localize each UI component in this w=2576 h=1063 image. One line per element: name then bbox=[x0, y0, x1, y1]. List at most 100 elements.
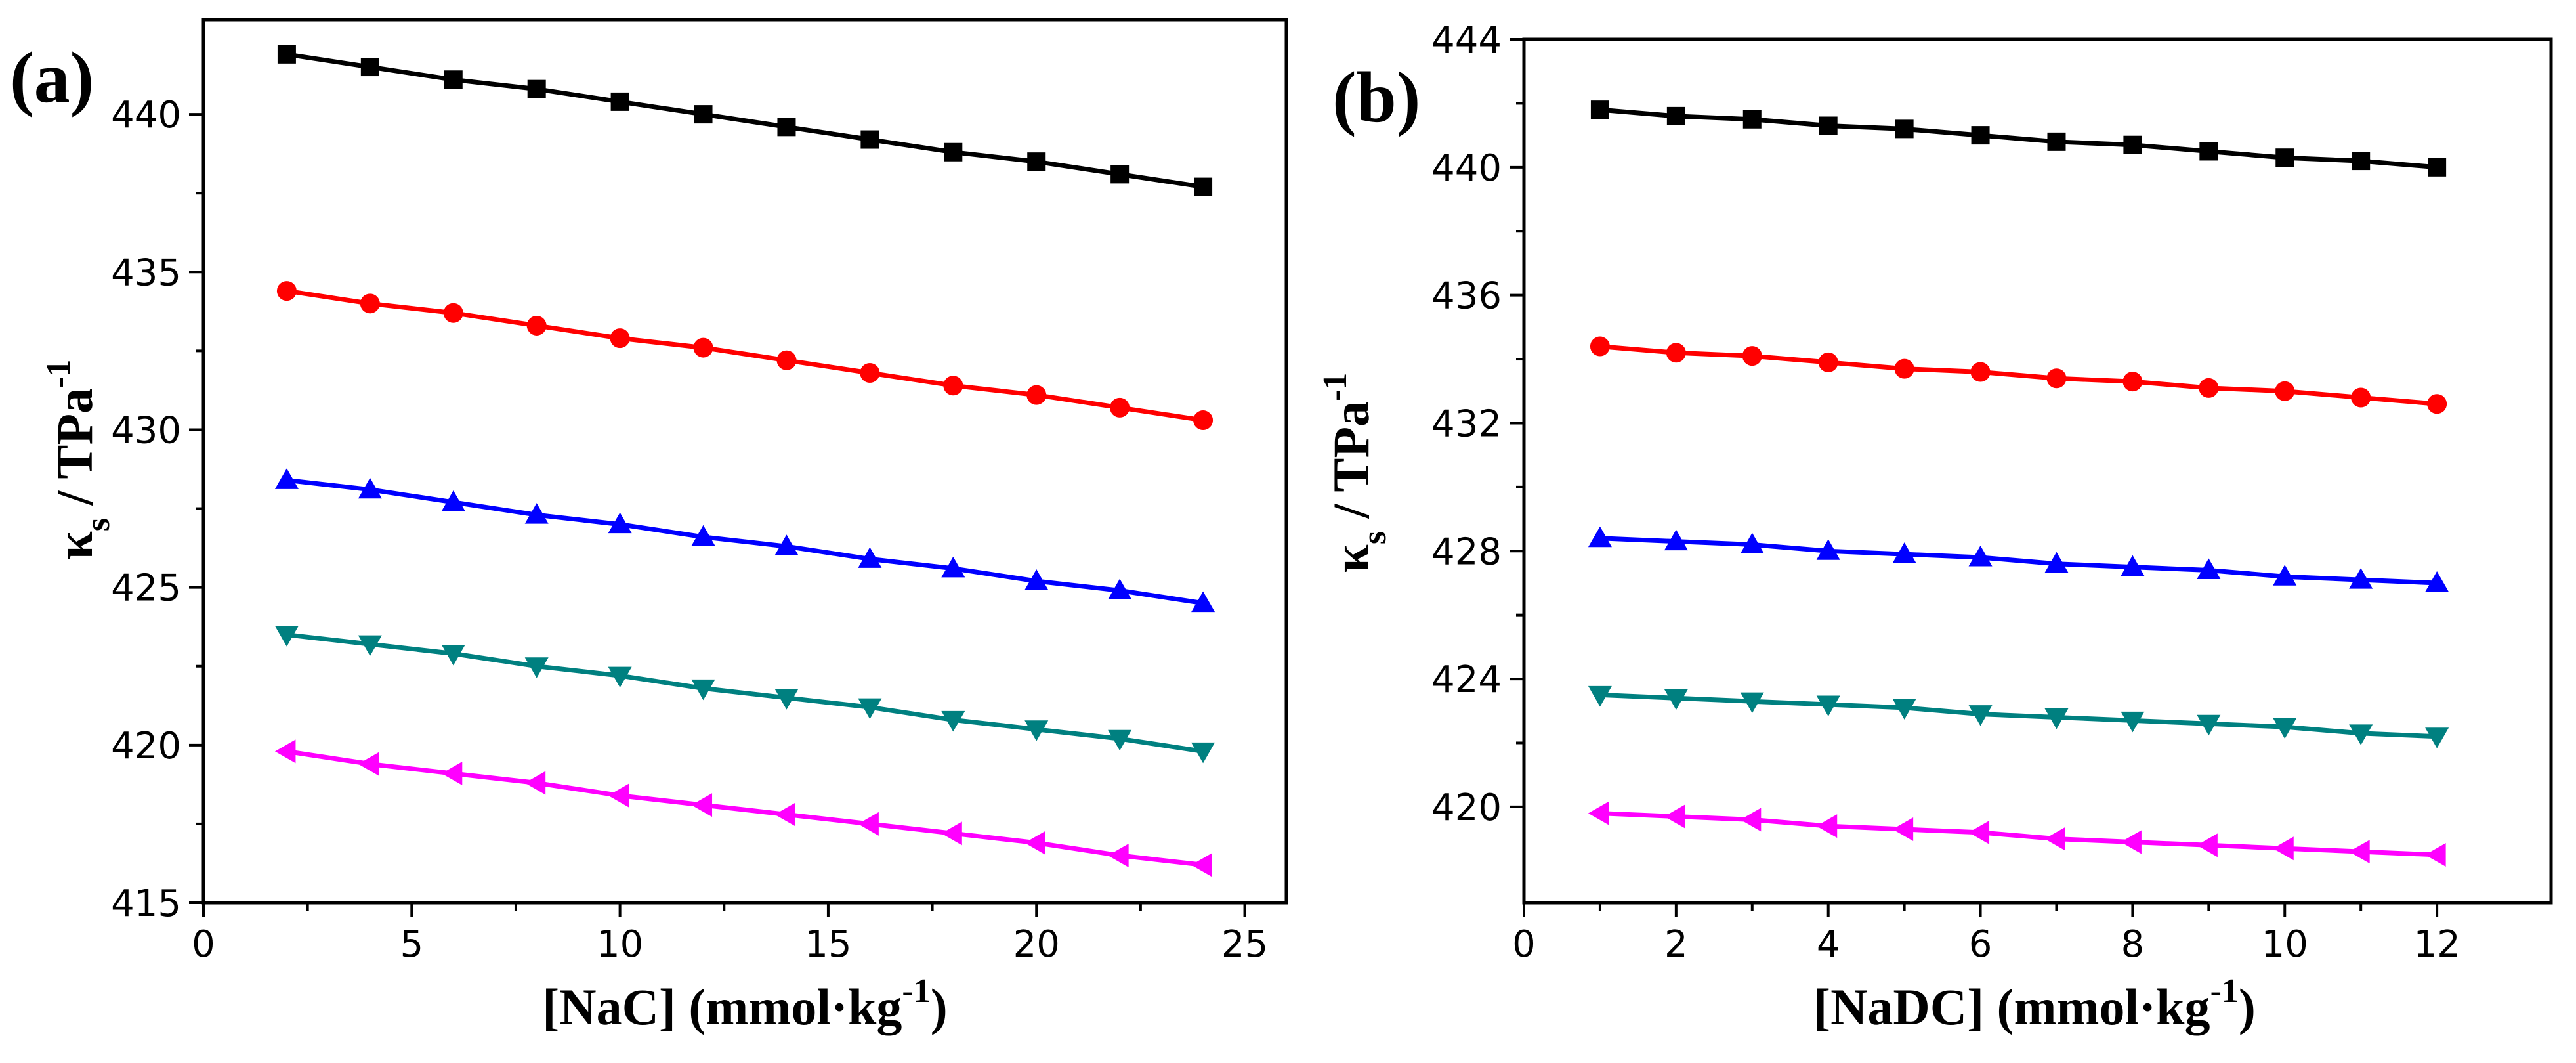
panel-a: 0 5 10 15 20 25 415 420 425 430 435 440 (a) [NaC] (… bbox=[10, 18, 1288, 1035]
data-point bbox=[2349, 840, 2370, 864]
x-tick-label: 12 bbox=[2413, 923, 2460, 966]
series-line bbox=[286, 748, 1204, 867]
data-point bbox=[1740, 692, 1764, 714]
series-line bbox=[1599, 107, 2438, 170]
data-point bbox=[2197, 833, 2218, 857]
y-tick-label: 428 bbox=[1431, 531, 1502, 573]
data-point bbox=[2275, 381, 2295, 401]
data-point bbox=[1740, 808, 1762, 832]
data-point bbox=[2351, 387, 2371, 408]
data-point bbox=[2121, 555, 2145, 576]
data-point bbox=[1968, 705, 1993, 726]
series-line bbox=[286, 477, 1204, 606]
data-point bbox=[1026, 385, 1047, 405]
data-point bbox=[2121, 711, 2145, 733]
data-point bbox=[691, 525, 715, 546]
x-tick-label: 0 bbox=[1512, 923, 1536, 966]
data-point bbox=[693, 337, 713, 358]
data-point bbox=[941, 556, 965, 578]
data-point bbox=[358, 477, 382, 499]
data-point bbox=[524, 503, 549, 524]
data-point bbox=[608, 783, 629, 808]
data-point bbox=[2044, 708, 2069, 729]
data-point bbox=[524, 657, 549, 678]
series-line bbox=[1599, 536, 2438, 586]
data-point bbox=[358, 635, 382, 657]
x-axis-title-a: [NaC] (mmol·kg-1) bbox=[542, 972, 947, 1035]
data-point bbox=[608, 512, 632, 534]
data-point bbox=[943, 376, 963, 396]
data-point bbox=[858, 698, 882, 720]
x-tick-label: 20 bbox=[1013, 923, 1060, 966]
data-point bbox=[1818, 352, 1838, 372]
data-point bbox=[1024, 569, 1049, 590]
data-point bbox=[1191, 742, 1215, 764]
data-point bbox=[774, 534, 799, 555]
panel-b: 0 2 4 6 8 10 12 420 424 428 432 436 440 444 (b) [NaDC… bbox=[1317, 19, 2553, 1035]
data-point bbox=[1027, 152, 1046, 171]
x-tick-label: 5 bbox=[400, 923, 423, 966]
data-point bbox=[860, 363, 880, 383]
data-point bbox=[2123, 135, 2142, 154]
data-point bbox=[1816, 814, 1838, 838]
data-point bbox=[1588, 685, 1612, 707]
data-point bbox=[1108, 578, 1132, 599]
x-tick-label: 15 bbox=[805, 923, 851, 966]
data-point bbox=[1968, 546, 1993, 567]
data-point bbox=[360, 58, 379, 77]
data-point bbox=[2197, 558, 2221, 579]
x-tick-label: 4 bbox=[1817, 923, 1840, 966]
data-point bbox=[1666, 106, 1685, 125]
data-point bbox=[2273, 836, 2294, 861]
data-point bbox=[1588, 526, 1612, 548]
data-point bbox=[441, 645, 465, 666]
data-point bbox=[441, 762, 463, 786]
data-point bbox=[2427, 394, 2447, 414]
data-point bbox=[776, 350, 797, 370]
y-tick-label: 430 bbox=[111, 409, 181, 452]
data-point bbox=[2044, 552, 2069, 573]
data-point bbox=[1108, 843, 1129, 867]
data-point bbox=[2199, 142, 2218, 161]
data-point bbox=[1024, 831, 1045, 855]
data-point bbox=[2121, 830, 2142, 854]
data-point bbox=[2275, 148, 2294, 167]
series-line bbox=[1599, 811, 2438, 857]
data-point bbox=[2044, 827, 2065, 851]
data-point bbox=[1664, 529, 1688, 551]
series-line bbox=[286, 632, 1204, 754]
series-line bbox=[286, 52, 1204, 190]
series-line bbox=[1599, 344, 2438, 406]
x-tick-label: 25 bbox=[1221, 923, 1268, 966]
data-point bbox=[358, 752, 379, 776]
data-point bbox=[2122, 372, 2143, 392]
data-point bbox=[524, 771, 546, 795]
data-point bbox=[2425, 842, 2446, 867]
data-point bbox=[610, 92, 629, 111]
data-point bbox=[1024, 720, 1049, 741]
data-point bbox=[2273, 565, 2297, 586]
data-point bbox=[2046, 368, 2067, 389]
data-point bbox=[1892, 699, 1916, 720]
data-point bbox=[610, 328, 630, 349]
y-tick-label: 440 bbox=[1431, 147, 1502, 190]
data-point bbox=[1194, 177, 1213, 196]
data-point bbox=[1970, 362, 1991, 382]
data-point bbox=[527, 79, 546, 98]
data-point bbox=[774, 689, 799, 710]
x-tick-label: 10 bbox=[2262, 923, 2308, 966]
data-point bbox=[1816, 539, 1840, 560]
data-point bbox=[2352, 152, 2371, 171]
x-tick-label: 8 bbox=[2121, 923, 2145, 966]
data-point bbox=[441, 490, 465, 511]
data-point bbox=[1110, 397, 1130, 418]
data-point bbox=[1664, 689, 1688, 710]
panel-label-a: (a) bbox=[10, 37, 94, 118]
data-point bbox=[2349, 724, 2373, 745]
data-point bbox=[1892, 817, 1914, 841]
data-point bbox=[274, 739, 296, 764]
data-point bbox=[1110, 165, 1130, 184]
data-point bbox=[860, 130, 879, 149]
data-point bbox=[2349, 568, 2373, 589]
